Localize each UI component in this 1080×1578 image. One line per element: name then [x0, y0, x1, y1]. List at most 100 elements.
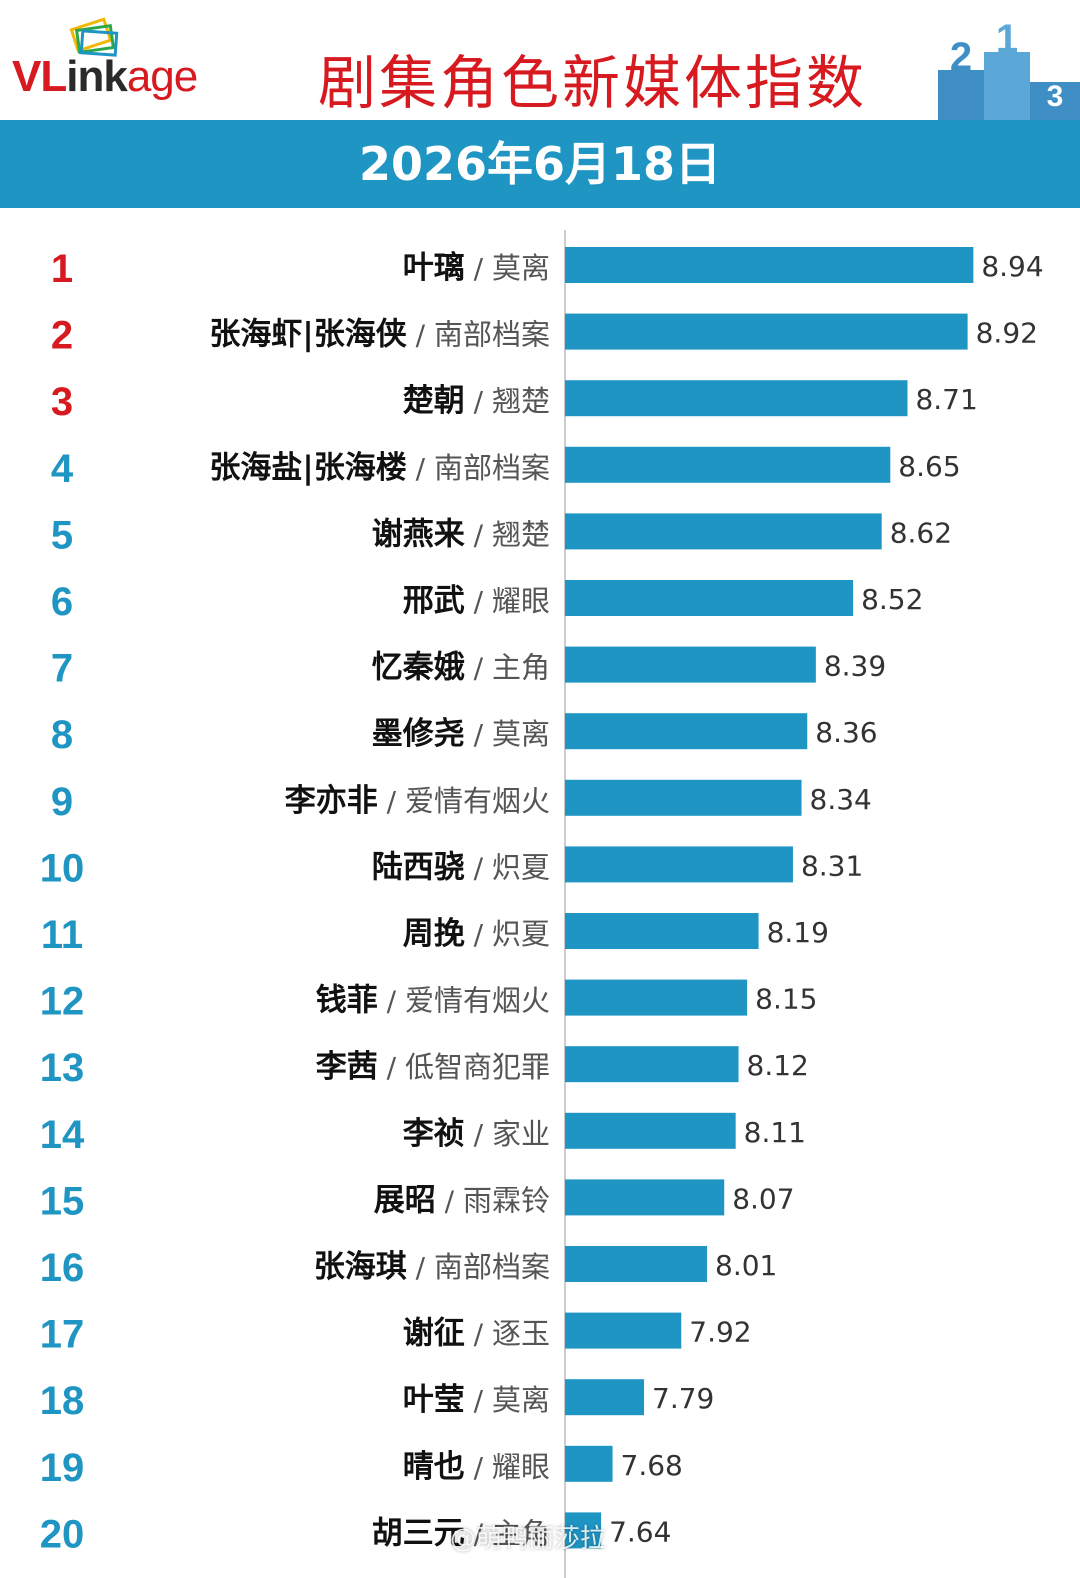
character-name-8: 墨修尧	[372, 716, 465, 752]
value-label-13: 8.12	[747, 1049, 809, 1082]
rank-label-10: 10	[40, 846, 85, 890]
value-label-10: 8.31	[801, 849, 863, 882]
drama-name-17: 逐玉	[492, 1317, 550, 1351]
value-label-1: 8.94	[981, 250, 1043, 283]
character-name-2: 张海虾|张海侠	[209, 317, 407, 353]
character-name-18: 叶莹	[403, 1382, 465, 1418]
character-name-7: 忆秦娥	[372, 650, 465, 686]
bar-4	[565, 446, 891, 483]
row-label-18: 叶莹 / 莫离	[403, 1382, 550, 1418]
row-label-3: 楚朝 / 翘楚	[403, 383, 550, 419]
character-name-6: 邢武	[403, 583, 465, 619]
bar-14	[565, 1112, 736, 1149]
drama-name-14: 家业	[492, 1117, 550, 1151]
rank-label-12: 12	[40, 980, 85, 1024]
bar-17	[565, 1312, 682, 1349]
label-separator-2: /	[407, 319, 434, 352]
value-label-17: 7.92	[689, 1316, 751, 1349]
character-name-4: 张海盐|张海楼	[209, 450, 406, 486]
bar-7	[565, 646, 816, 683]
rank-label-3: 3	[51, 380, 73, 424]
bar-11	[565, 913, 759, 949]
drama-name-11: 炽夏	[492, 917, 550, 951]
label-separator-13: /	[378, 1051, 405, 1084]
label-separator-7: /	[465, 652, 492, 685]
date-band: 2026年6月18日	[0, 120, 1080, 208]
bar-5	[565, 513, 882, 550]
label-separator-9: /	[378, 785, 405, 818]
bar-1	[565, 247, 974, 283]
drama-name-4: 南部档案	[434, 451, 550, 485]
row-label-20: 胡三元 / 主角	[372, 1515, 550, 1551]
rank-label-2: 2	[51, 314, 73, 358]
drama-name-12: 爱情有烟火	[405, 984, 550, 1018]
drama-name-5: 翘楚	[492, 517, 550, 551]
label-separator-8: /	[465, 718, 492, 751]
bar-13	[565, 1046, 739, 1083]
row-label-5: 谢燕来 / 翘楚	[372, 516, 550, 552]
drama-name-7: 主角	[492, 651, 550, 685]
chart-date: 2026年6月18日	[358, 137, 722, 191]
label-separator-6: /	[465, 585, 492, 618]
bar-2	[565, 313, 968, 350]
value-label-5: 8.62	[890, 516, 952, 549]
rank-label-1: 1	[51, 247, 73, 291]
row-label-7: 忆秦娥 / 主角	[372, 650, 550, 686]
rank-label-18: 18	[40, 1379, 85, 1423]
rank-label-13: 13	[40, 1046, 85, 1090]
value-label-11: 8.19	[767, 916, 829, 949]
drama-name-9: 爱情有烟火	[405, 784, 550, 818]
drama-name-2: 南部档案	[434, 318, 550, 352]
rank-label-5: 5	[51, 513, 73, 557]
header: VLinkage 剧集角色新媒体指数 2 1 3	[0, 0, 1080, 120]
rank-label-17: 17	[40, 1313, 85, 1357]
rank-label-19: 19	[40, 1446, 85, 1490]
rank-label-4: 4	[51, 447, 74, 491]
row-label-8: 墨修尧 / 莫离	[372, 716, 550, 752]
label-separator-4: /	[407, 452, 434, 485]
row-label-12: 钱菲 / 爱情有烟火	[316, 983, 550, 1019]
drama-name-16: 南部档案	[434, 1250, 550, 1284]
drama-name-10: 炽夏	[492, 850, 550, 884]
row-label-15: 展昭 / 雨霖铃	[374, 1182, 550, 1218]
character-name-1: 叶璃	[403, 250, 465, 286]
value-label-12: 8.15	[755, 983, 817, 1016]
rank-label-20: 20	[40, 1512, 85, 1556]
value-label-19: 7.68	[621, 1449, 683, 1482]
drama-name-19: 耀眼	[492, 1450, 550, 1484]
label-separator-3: /	[465, 385, 492, 418]
label-separator-17: /	[465, 1318, 492, 1351]
drama-name-15: 雨霖铃	[463, 1183, 550, 1217]
label-separator-12: /	[378, 985, 405, 1018]
bar-16	[565, 1246, 708, 1282]
character-name-20: 胡三元	[372, 1515, 465, 1551]
character-name-9: 李亦非	[285, 783, 378, 819]
bar-9	[565, 779, 802, 816]
row-label-1: 叶璃 / 莫离	[403, 250, 550, 286]
label-separator-5: /	[465, 518, 492, 551]
rank-label-16: 16	[40, 1246, 85, 1290]
drama-name-1: 莫离	[492, 251, 550, 285]
row-label-4: 张海盐|张海楼 / 南部档案	[209, 450, 550, 486]
value-label-15: 8.07	[732, 1182, 794, 1215]
value-label-7: 8.39	[824, 650, 886, 683]
character-name-11: 周挽	[403, 916, 465, 952]
label-separator-18: /	[465, 1384, 492, 1417]
bar-20	[565, 1512, 602, 1549]
value-label-3: 8.71	[915, 383, 977, 416]
value-label-6: 8.52	[861, 583, 923, 616]
rank-label-11: 11	[41, 913, 83, 957]
rank-label-14: 14	[40, 1113, 85, 1157]
character-name-14: 李祯	[403, 1116, 465, 1152]
rank-label-15: 15	[40, 1179, 85, 1223]
character-name-15: 展昭	[374, 1182, 436, 1218]
character-name-16: 张海琪	[314, 1249, 407, 1285]
bar-10	[565, 846, 793, 883]
label-separator-19: /	[465, 1451, 492, 1484]
drama-name-18: 莫离	[492, 1383, 550, 1417]
svg-text:2: 2	[950, 35, 972, 79]
value-label-20: 7.64	[609, 1515, 671, 1548]
svg-text:1: 1	[996, 18, 1018, 61]
row-label-17: 谢征 / 逐玉	[403, 1316, 550, 1352]
drama-name-8: 莫离	[492, 717, 550, 751]
